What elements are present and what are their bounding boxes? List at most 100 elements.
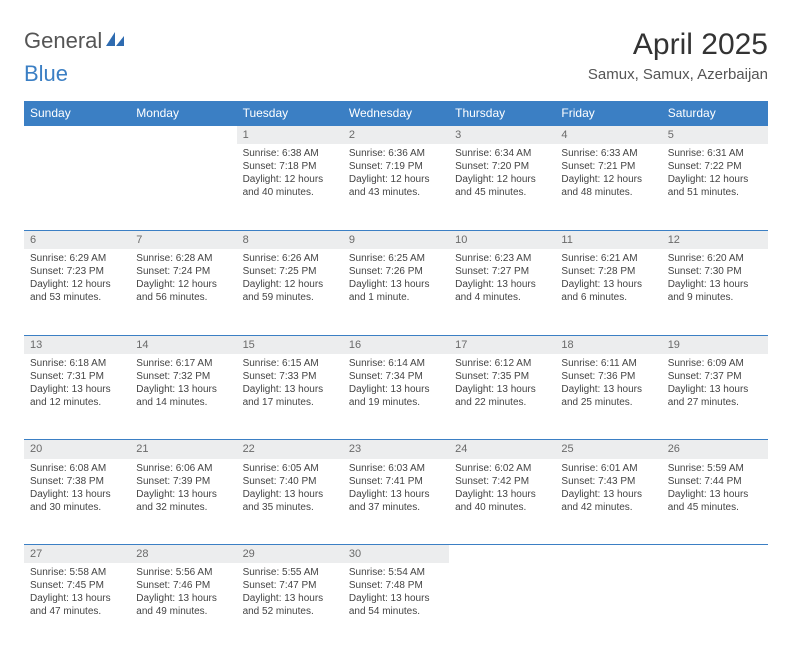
sunset-text: Sunset: 7:43 PM [561,475,655,488]
day-content-row: Sunrise: 6:29 AMSunset: 7:23 PMDaylight:… [24,249,768,335]
day-number-cell: 25 [555,440,661,459]
daylight-text-1: Daylight: 13 hours [668,488,762,501]
sunrise-text: Sunrise: 6:08 AM [30,462,124,475]
sunset-text: Sunset: 7:24 PM [136,265,230,278]
daylight-text-1: Daylight: 13 hours [243,488,337,501]
day-number-cell: 26 [662,440,768,459]
daylight-text-2: and 43 minutes. [349,186,443,199]
sunset-text: Sunset: 7:47 PM [243,579,337,592]
sunset-text: Sunset: 7:23 PM [30,265,124,278]
sunset-text: Sunset: 7:38 PM [30,475,124,488]
day-content-cell: Sunrise: 6:31 AMSunset: 7:22 PMDaylight:… [662,144,768,230]
sunrise-text: Sunrise: 6:20 AM [668,252,762,265]
calendar-head: SundayMondayTuesdayWednesdayThursdayFrid… [24,101,768,126]
day-number-cell: 10 [449,230,555,249]
daylight-text-1: Daylight: 13 hours [561,488,655,501]
daylight-text-2: and 1 minute. [349,291,443,304]
day-content-cell [24,144,130,230]
day-number-row: 6789101112 [24,230,768,249]
daylight-text-1: Daylight: 12 hours [243,173,337,186]
day-number-cell: 15 [237,335,343,354]
daylight-text-2: and 19 minutes. [349,396,443,409]
day-content-row: Sunrise: 5:58 AMSunset: 7:45 PMDaylight:… [24,563,768,649]
sail-icon [104,28,126,54]
sunset-text: Sunset: 7:32 PM [136,370,230,383]
day-number-cell: 24 [449,440,555,459]
day-content-cell: Sunrise: 6:11 AMSunset: 7:36 PMDaylight:… [555,354,661,440]
sunrise-text: Sunrise: 6:28 AM [136,252,230,265]
day-number-cell [555,545,661,564]
daylight-text-2: and 4 minutes. [455,291,549,304]
title-block: April 2025 Samux, Samux, Azerbaijan [588,28,768,83]
daylight-text-1: Daylight: 12 hours [243,278,337,291]
sunrise-text: Sunrise: 5:55 AM [243,566,337,579]
day-content-row: Sunrise: 6:38 AMSunset: 7:18 PMDaylight:… [24,144,768,230]
logo-word-1: General [24,28,102,54]
day-number-cell: 23 [343,440,449,459]
sunset-text: Sunset: 7:40 PM [243,475,337,488]
day-number-cell: 29 [237,545,343,564]
day-number-cell: 4 [555,126,661,145]
day-content-cell: Sunrise: 6:34 AMSunset: 7:20 PMDaylight:… [449,144,555,230]
sunset-text: Sunset: 7:33 PM [243,370,337,383]
sunset-text: Sunset: 7:39 PM [136,475,230,488]
daylight-text-2: and 45 minutes. [668,501,762,514]
daylight-text-1: Daylight: 13 hours [136,488,230,501]
day-content-cell: Sunrise: 5:59 AMSunset: 7:44 PMDaylight:… [662,459,768,545]
daylight-text-2: and 40 minutes. [455,501,549,514]
day-number-cell: 22 [237,440,343,459]
day-number-cell: 3 [449,126,555,145]
weekday-header: Sunday [24,101,130,126]
sunset-text: Sunset: 7:20 PM [455,160,549,173]
day-number-cell: 13 [24,335,130,354]
daylight-text-1: Daylight: 13 hours [668,383,762,396]
daylight-text-1: Daylight: 13 hours [455,383,549,396]
weekday-header: Thursday [449,101,555,126]
day-number-cell: 16 [343,335,449,354]
day-number-cell: 19 [662,335,768,354]
day-number-cell: 9 [343,230,449,249]
sunset-text: Sunset: 7:37 PM [668,370,762,383]
sunrise-text: Sunrise: 6:12 AM [455,357,549,370]
sunrise-text: Sunrise: 6:01 AM [561,462,655,475]
daylight-text-1: Daylight: 13 hours [30,592,124,605]
calendar-page: General April 2025 Samux, Samux, Azerbai… [0,0,792,649]
sunset-text: Sunset: 7:18 PM [243,160,337,173]
day-number-row: 13141516171819 [24,335,768,354]
sunrise-text: Sunrise: 6:11 AM [561,357,655,370]
day-number-cell [449,545,555,564]
daylight-text-2: and 27 minutes. [668,396,762,409]
day-content-cell: Sunrise: 6:18 AMSunset: 7:31 PMDaylight:… [24,354,130,440]
day-number-cell: 11 [555,230,661,249]
sunrise-text: Sunrise: 6:31 AM [668,147,762,160]
day-content-row: Sunrise: 6:18 AMSunset: 7:31 PMDaylight:… [24,354,768,440]
weekday-header: Saturday [662,101,768,126]
sunrise-text: Sunrise: 6:18 AM [30,357,124,370]
daylight-text-1: Daylight: 13 hours [136,592,230,605]
sunset-text: Sunset: 7:26 PM [349,265,443,278]
daylight-text-2: and 9 minutes. [668,291,762,304]
month-title: April 2025 [588,28,768,62]
weekday-row: SundayMondayTuesdayWednesdayThursdayFrid… [24,101,768,126]
sunrise-text: Sunrise: 6:36 AM [349,147,443,160]
day-number-cell: 7 [130,230,236,249]
sunset-text: Sunset: 7:22 PM [668,160,762,173]
daylight-text-2: and 32 minutes. [136,501,230,514]
calendar-table: SundayMondayTuesdayWednesdayThursdayFrid… [24,101,768,649]
day-content-cell: Sunrise: 6:09 AMSunset: 7:37 PMDaylight:… [662,354,768,440]
sunrise-text: Sunrise: 6:14 AM [349,357,443,370]
day-content-cell [449,563,555,649]
sunset-text: Sunset: 7:41 PM [349,475,443,488]
sunrise-text: Sunrise: 6:33 AM [561,147,655,160]
daylight-text-1: Daylight: 13 hours [243,383,337,396]
sunset-text: Sunset: 7:44 PM [668,475,762,488]
daylight-text-2: and 14 minutes. [136,396,230,409]
day-content-cell: Sunrise: 6:36 AMSunset: 7:19 PMDaylight:… [343,144,449,230]
sunrise-text: Sunrise: 6:05 AM [243,462,337,475]
day-number-cell: 17 [449,335,555,354]
sunset-text: Sunset: 7:25 PM [243,265,337,278]
day-content-cell: Sunrise: 6:15 AMSunset: 7:33 PMDaylight:… [237,354,343,440]
daylight-text-1: Daylight: 13 hours [455,488,549,501]
daylight-text-2: and 48 minutes. [561,186,655,199]
sunset-text: Sunset: 7:27 PM [455,265,549,278]
